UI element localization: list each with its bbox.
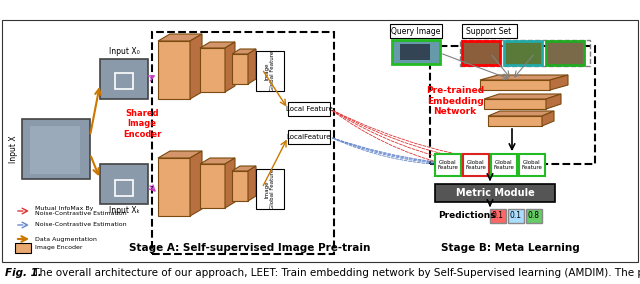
- Polygon shape: [484, 94, 561, 99]
- Text: Metric Module: Metric Module: [456, 188, 534, 198]
- Bar: [526, 209, 542, 223]
- Bar: [491, 154, 517, 176]
- Text: Stage B: Meta Learning: Stage B: Meta Learning: [440, 243, 579, 253]
- Bar: [490, 209, 506, 223]
- Polygon shape: [480, 75, 568, 80]
- Text: Global
Feature: Global Feature: [493, 160, 515, 170]
- Polygon shape: [158, 41, 190, 99]
- Text: Global
Feature: Global Feature: [522, 160, 543, 170]
- Polygon shape: [488, 116, 542, 126]
- Text: Data Augmentation: Data Augmentation: [35, 237, 97, 241]
- Polygon shape: [225, 42, 235, 92]
- Bar: [508, 209, 524, 223]
- Text: Local Feature: Local Feature: [285, 106, 332, 112]
- Text: Fig. 1.: Fig. 1.: [5, 268, 42, 278]
- Bar: [22, 119, 90, 179]
- Bar: [462, 24, 517, 38]
- Bar: [504, 41, 542, 65]
- Polygon shape: [158, 34, 202, 41]
- Text: Predictions: Predictions: [438, 212, 495, 220]
- Polygon shape: [542, 111, 554, 126]
- Bar: [100, 59, 148, 99]
- Polygon shape: [248, 49, 256, 84]
- Bar: [390, 24, 442, 38]
- Text: 0.8: 0.8: [528, 212, 540, 220]
- Polygon shape: [158, 151, 202, 158]
- Bar: [256, 51, 284, 91]
- Polygon shape: [190, 34, 202, 99]
- Bar: [519, 154, 545, 176]
- Text: LocalFeature: LocalFeature: [287, 134, 332, 140]
- Polygon shape: [488, 111, 554, 116]
- Text: Image Encoder: Image Encoder: [35, 245, 83, 250]
- Polygon shape: [225, 158, 235, 208]
- Bar: [435, 184, 555, 202]
- Text: Mutual InfoMax By
Noise-Contrastive Estimation: Mutual InfoMax By Noise-Contrastive Esti…: [35, 206, 127, 216]
- Text: The overall architecture of our approach, LEET: Train embedding network by Self-: The overall architecture of our approach…: [30, 268, 640, 278]
- Text: 0.1: 0.1: [492, 212, 504, 220]
- Polygon shape: [200, 164, 225, 208]
- Bar: [2, 20, 638, 262]
- Polygon shape: [232, 171, 248, 201]
- Polygon shape: [480, 80, 550, 90]
- Bar: [460, 40, 590, 66]
- Polygon shape: [484, 99, 546, 109]
- Polygon shape: [200, 48, 225, 92]
- Text: Input X: Input X: [8, 135, 17, 163]
- Bar: [288, 130, 330, 144]
- Polygon shape: [200, 158, 235, 164]
- Bar: [546, 41, 584, 65]
- Bar: [15, 243, 31, 253]
- Bar: [100, 164, 148, 204]
- Bar: [288, 102, 330, 116]
- Bar: [30, 126, 80, 174]
- Text: 0.1: 0.1: [510, 212, 522, 220]
- Text: Image
Global Feature: Image Global Feature: [264, 169, 275, 209]
- Polygon shape: [546, 94, 561, 109]
- Bar: [430, 46, 595, 164]
- Bar: [435, 154, 461, 176]
- Polygon shape: [232, 49, 256, 54]
- Bar: [462, 41, 500, 65]
- Polygon shape: [190, 151, 202, 216]
- Text: Pre-trained
Embedding
Network: Pre-trained Embedding Network: [426, 86, 484, 116]
- Polygon shape: [248, 166, 256, 201]
- Text: Image
Global Feature: Image Global Feature: [264, 51, 275, 91]
- Polygon shape: [158, 158, 190, 216]
- Text: Query Image: Query Image: [391, 26, 441, 36]
- Polygon shape: [200, 42, 235, 48]
- Bar: [400, 44, 430, 60]
- Bar: [152, 32, 334, 254]
- Text: Input X₀: Input X₀: [109, 47, 140, 56]
- Text: Shared
Image
Encoder: Shared Image Encoder: [123, 109, 161, 139]
- Bar: [115, 180, 133, 196]
- Bar: [392, 40, 440, 64]
- Bar: [463, 154, 489, 176]
- Text: Support Set: Support Set: [467, 26, 511, 36]
- Text: Global
Feature: Global Feature: [438, 160, 458, 170]
- Text: Global
Feature: Global Feature: [465, 160, 486, 170]
- Polygon shape: [232, 54, 248, 84]
- Polygon shape: [232, 166, 256, 171]
- Bar: [256, 169, 284, 209]
- Text: Stage A: Self-supervised Image Pre-train: Stage A: Self-supervised Image Pre-train: [129, 243, 371, 253]
- Text: Input Xₖ: Input Xₖ: [109, 206, 140, 215]
- Polygon shape: [550, 75, 568, 90]
- Bar: [115, 73, 133, 89]
- Text: Noise-Contrastive Estimation: Noise-Contrastive Estimation: [35, 222, 127, 227]
